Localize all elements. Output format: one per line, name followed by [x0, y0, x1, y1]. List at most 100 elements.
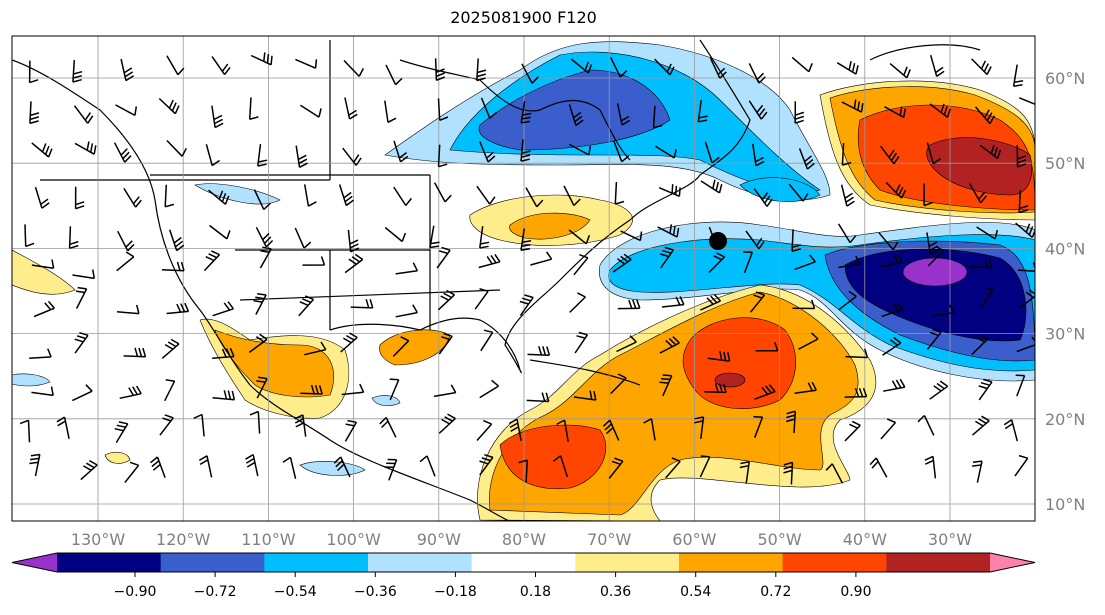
wind-barb [614, 181, 625, 205]
colorbar-extend-min [12, 553, 57, 572]
wind-barb [616, 335, 637, 353]
wind-barb [29, 348, 52, 359]
wind-barb [114, 421, 129, 443]
wind-barb [694, 416, 705, 439]
latitude-label: 20°N [1045, 410, 1085, 429]
wind-barb [350, 298, 374, 309]
wind-barb [255, 226, 274, 248]
wind-barb [613, 140, 630, 163]
wind-barb [1019, 97, 1035, 105]
colorbar-segment [57, 553, 162, 572]
wind-barb [552, 455, 569, 478]
wind-barb [785, 410, 797, 434]
wind-barb [166, 302, 190, 315]
wind-barb [434, 58, 446, 81]
wind-barb [393, 140, 409, 163]
wind-barb [123, 347, 147, 358]
wind-barb [1016, 144, 1027, 168]
wind-barb [794, 254, 816, 271]
colorbar-segment [886, 553, 991, 572]
wind-barb [869, 457, 888, 478]
wind-barb [926, 328, 942, 350]
wind-barb [791, 56, 813, 73]
wind-barb [344, 97, 358, 120]
wind-barb [392, 336, 410, 357]
wind-barb [979, 144, 1002, 160]
anomaly-fills [12, 41, 1035, 521]
wind-barb [788, 183, 809, 202]
wind-barb [158, 97, 180, 115]
longitude-labels: 130°W 120°W 110°W 100°W 90°W 80°W 70°W 60°W 50°W… [71, 530, 972, 549]
wind-barb [745, 230, 765, 250]
wind-barb [525, 187, 544, 208]
wind-barb [193, 413, 205, 437]
wind-barb [707, 351, 731, 362]
wind-barb [347, 229, 360, 253]
wind-barb [395, 304, 418, 318]
wind-barb [971, 58, 992, 76]
wind-barb [616, 103, 631, 126]
wind-barb [652, 105, 663, 129]
colorbar-tick-label: −0.18 [434, 584, 477, 600]
wind-barb [294, 227, 312, 249]
wind-barb [257, 144, 268, 167]
wind-barb [794, 381, 817, 395]
wind-barb [521, 63, 539, 84]
wind-barb [972, 415, 990, 436]
wind-barb [880, 145, 900, 165]
wind-barb [610, 373, 627, 395]
wind-barb [302, 256, 326, 266]
wind-barb [708, 252, 726, 274]
wind-barb [164, 184, 175, 208]
longitude-label: 130°W [71, 530, 126, 549]
wind-barb [798, 332, 819, 350]
wind-barb [700, 293, 722, 311]
wind-barb [755, 342, 779, 352]
wind-barb [256, 376, 268, 399]
wind-barb [384, 226, 407, 243]
wind-barb [844, 387, 868, 398]
wind-barb [655, 145, 677, 159]
wind-barb [343, 59, 365, 77]
wind-barb [31, 386, 54, 397]
wind-barb [80, 459, 98, 481]
wind-barb [838, 255, 861, 269]
wind-barb [924, 455, 937, 479]
wind-barb [480, 329, 494, 352]
wind-barb [211, 56, 231, 76]
wind-barb [1015, 374, 1026, 397]
wind-barb [754, 384, 776, 400]
wind-barb [479, 453, 494, 476]
wind-barb [659, 336, 680, 354]
longitude-label: 80°W [502, 530, 546, 549]
longitude-label: 30°W [928, 530, 972, 549]
wind-barb [478, 253, 501, 269]
latitude-label: 50°N [1045, 154, 1085, 173]
wind-barb [568, 104, 584, 127]
wind-barb [298, 295, 315, 317]
wind-barb [119, 385, 142, 400]
longitude-label: 60°W [672, 530, 716, 549]
wind-barb [344, 419, 358, 442]
wind-barb [24, 224, 35, 248]
wind-barb [658, 184, 681, 197]
wind-barb [437, 289, 456, 311]
wind-barb [841, 99, 864, 113]
wind-barb [474, 287, 489, 310]
wind-barb [295, 58, 318, 69]
wind-barb [479, 226, 490, 249]
wind-barb [792, 299, 816, 310]
wind-barb [929, 380, 949, 400]
colorbar-tick-label: 0.36 [600, 584, 631, 600]
wind-barb [882, 336, 902, 356]
wind-barb [211, 105, 224, 129]
wind-barb [159, 414, 174, 436]
colorbar-tick-label: 0.54 [680, 584, 711, 600]
wind-barb [884, 106, 907, 119]
wind-barb [393, 186, 412, 206]
wind-barb [395, 262, 419, 275]
wind-barb [115, 104, 138, 117]
wind-barb [384, 100, 397, 123]
colorbar-segment [782, 553, 887, 572]
